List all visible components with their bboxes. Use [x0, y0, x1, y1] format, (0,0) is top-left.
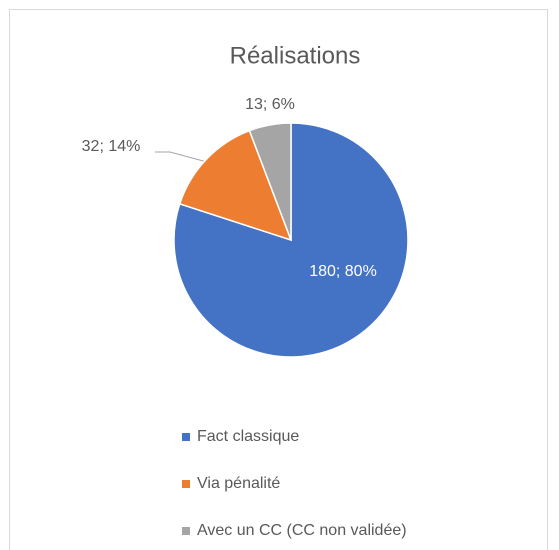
data-label: 13; 6%	[245, 96, 295, 113]
pie-slice	[248, 122, 292, 241]
legend-marker	[182, 433, 190, 441]
data-label: 32; 14%	[82, 138, 141, 155]
pie-slice	[173, 122, 409, 358]
data-label: 180; 80%	[309, 263, 377, 280]
legend-label: Fact classique	[197, 428, 299, 445]
legend-label: Via pénalité	[197, 475, 280, 492]
legend-marker	[182, 480, 190, 488]
legend-marker	[182, 527, 190, 535]
legend-label: Avec un CC (CC non validée)	[197, 522, 407, 539]
leader-line	[155, 151, 208, 163]
pie-slice	[178, 129, 293, 242]
chart-title: Réalisations	[230, 42, 361, 69]
